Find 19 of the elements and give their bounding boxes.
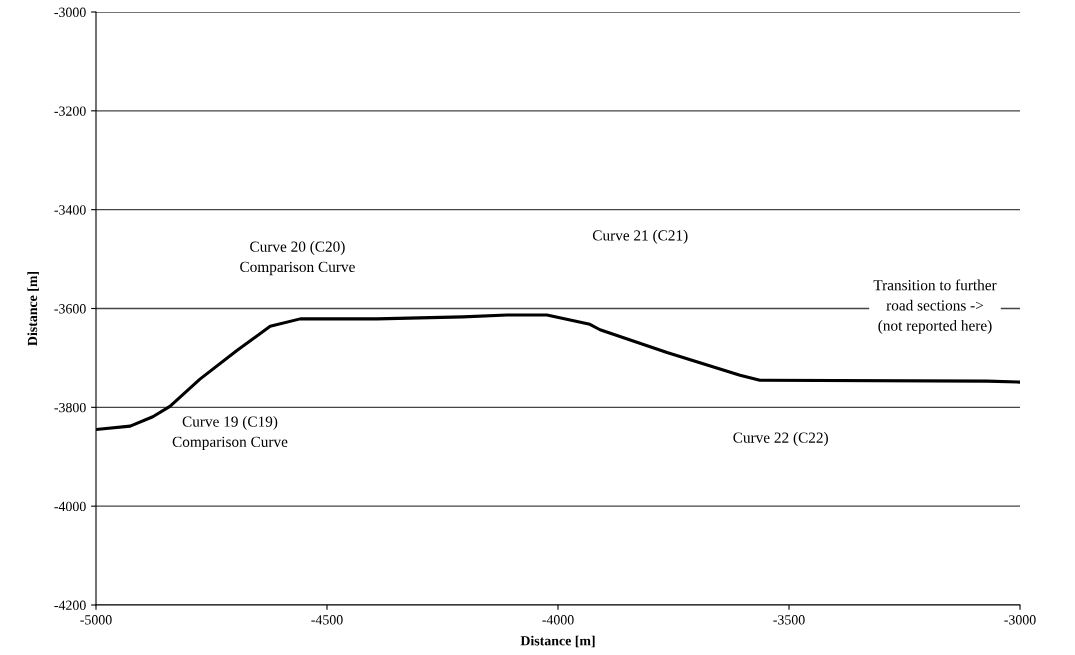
- x-tick-label: -4500: [311, 615, 343, 625]
- x-axis-title: Distance [m]: [520, 635, 595, 648]
- y-tick-label: -3000: [54, 7, 86, 17]
- y-tick-label: -4000: [54, 501, 86, 512]
- y-tick-label: -3200: [54, 106, 86, 116]
- x-tick-label: -4000: [542, 615, 574, 625]
- y-tick-label: -3600: [54, 304, 86, 314]
- y-tick-label: -4200: [54, 600, 86, 610]
- x-tick-label: -3000: [1004, 615, 1036, 625]
- x-tick-label: -3500: [773, 615, 805, 625]
- annotation: Curve 21 (C21): [592, 229, 688, 244]
- y-tick-label: -3800: [54, 402, 86, 413]
- annotation: Curve 20 (C20) Comparison Curve: [240, 241, 355, 276]
- annotation: Transition to further road sections -> (not reported here): [873, 279, 997, 334]
- x-tick-label: -5000: [80, 615, 112, 625]
- y-tick-label: -3400: [54, 205, 86, 215]
- annotation: Curve 22 (C22): [733, 432, 828, 446]
- y-axis-title: Distance [m]: [27, 271, 39, 346]
- annotation: Curve 19 (C19) Comparison Curve: [172, 415, 288, 451]
